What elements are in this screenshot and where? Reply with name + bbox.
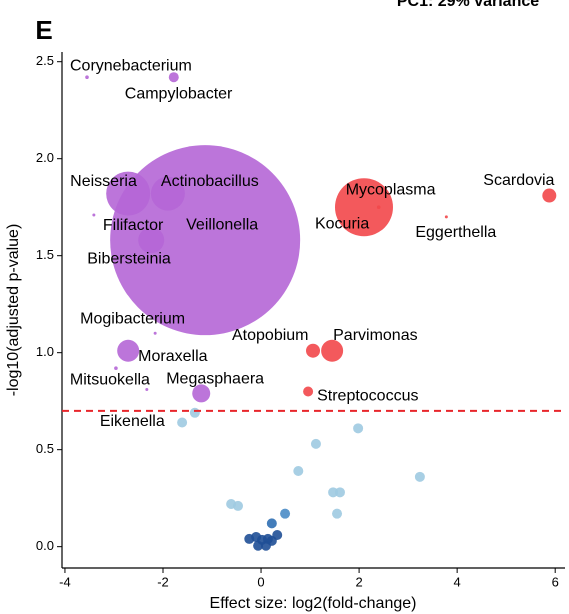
point-label: Parvimonas	[333, 327, 417, 344]
x-tick-label: 0	[257, 574, 264, 589]
point-label: Megasphaera	[166, 371, 264, 388]
point-label: Neisseria	[70, 173, 137, 190]
point	[321, 339, 344, 362]
point-label: Veillonella	[186, 216, 258, 233]
x-tick-label: 4	[454, 574, 461, 589]
point	[353, 423, 364, 434]
point-label: Actinobacillus	[161, 173, 259, 190]
point-label: Bibersteinia	[87, 250, 171, 267]
point	[444, 215, 448, 219]
point	[332, 508, 343, 519]
point	[334, 178, 393, 237]
point	[328, 487, 339, 498]
point-label: Moraxella	[138, 348, 207, 365]
point-label: Eggerthella	[415, 224, 496, 241]
x-axis-label: Effect size: log2(fold-change)	[210, 595, 417, 612]
y-tick-label: 1.0	[36, 344, 54, 359]
point	[306, 343, 321, 358]
point-label: Eikenella	[100, 413, 165, 430]
point-label: Corynebacterium	[70, 57, 192, 74]
point	[117, 339, 140, 362]
point-label: Mogibacterium	[80, 310, 185, 327]
panel-label: E	[35, 15, 52, 45]
y-axis-label: -log10(adjusted p-value)	[5, 224, 22, 397]
point	[334, 487, 345, 498]
point	[542, 188, 557, 203]
point	[310, 438, 321, 449]
point	[192, 384, 211, 403]
point-label: Kocuria	[315, 215, 369, 232]
point-label: Filifactor	[103, 217, 164, 234]
point-label: Streptococcus	[317, 388, 418, 405]
point	[177, 417, 188, 428]
y-tick-label: 0.0	[36, 538, 54, 553]
point	[303, 386, 314, 397]
y-tick-label: 2.0	[36, 150, 54, 165]
point	[257, 534, 268, 545]
point	[266, 518, 277, 529]
x-tick-label: -4	[59, 574, 71, 589]
point	[280, 508, 291, 519]
point	[114, 366, 118, 370]
point	[414, 471, 425, 482]
point-label: Mycoplasma	[346, 181, 436, 198]
points-layer	[85, 72, 557, 551]
point	[293, 466, 304, 477]
point	[145, 388, 149, 392]
point-label: Mitsuokella	[70, 371, 150, 388]
chart-title: PC1: 29% variance	[397, 0, 539, 10]
point	[85, 75, 89, 80]
point	[138, 227, 165, 254]
point	[233, 500, 244, 511]
x-tick-label: 6	[552, 574, 559, 589]
point	[189, 407, 200, 418]
x-tick-label: 2	[355, 574, 362, 589]
point	[153, 331, 157, 335]
point-label: Atopobium	[232, 327, 309, 344]
point	[92, 213, 96, 217]
point	[168, 72, 179, 83]
point-label: Scardovia	[483, 172, 554, 189]
x-tick-label: -2	[157, 574, 169, 589]
y-tick-label: 0.5	[36, 441, 54, 456]
y-tick-label: 2.5	[36, 53, 54, 68]
point	[266, 535, 277, 546]
point-label: Campylobacter	[125, 85, 233, 102]
y-tick-label: 1.5	[36, 247, 54, 262]
point	[110, 145, 301, 336]
